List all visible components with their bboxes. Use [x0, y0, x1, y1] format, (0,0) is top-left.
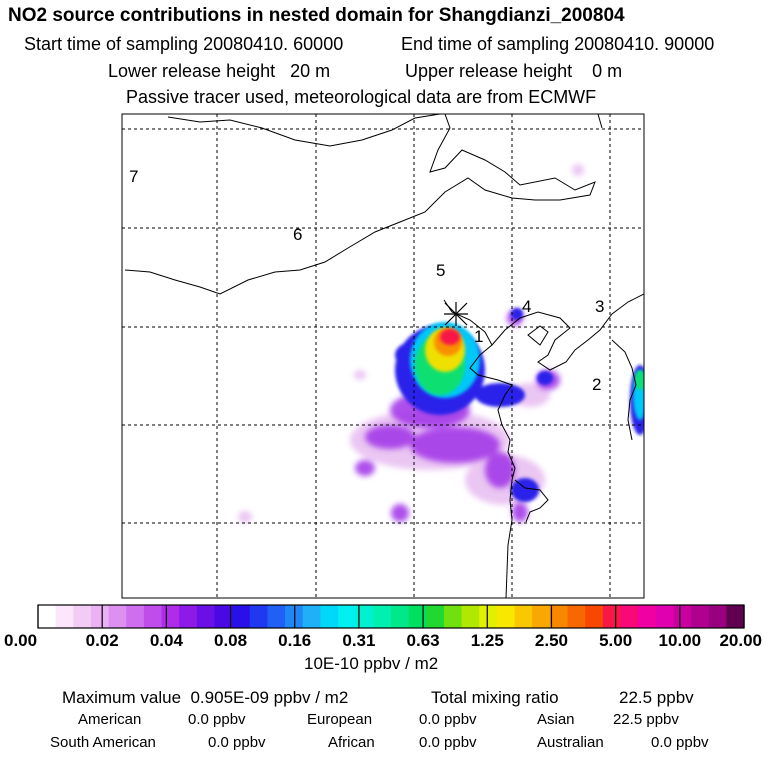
colorbar-cell [567, 605, 586, 628]
region-label-7: 7 [129, 167, 138, 186]
colorbar-cell [496, 605, 516, 628]
region-label-4: 4 [522, 297, 531, 316]
colorbar-cell [391, 605, 410, 628]
european-label: European [307, 711, 373, 728]
asian-label: Asian [537, 711, 575, 728]
colorbar-cell [143, 605, 163, 628]
colorbar-cell [638, 605, 657, 628]
colorbar-cell [549, 605, 569, 628]
region-label-5: 5 [436, 261, 445, 280]
lower-release-height-label: Lower release height 20 m [108, 61, 331, 81]
colorbar-tick-label: 0.04 [150, 631, 184, 650]
colorbar-cell [196, 605, 216, 628]
colorbar-tick-label: 0.02 [86, 631, 119, 650]
colorbar-cell [232, 605, 251, 628]
south-american-label: South American [50, 734, 156, 751]
african-value: 0.0 ppbv [419, 734, 477, 751]
colorbar-cell [532, 605, 551, 628]
colorbar-tick-label: 0.08 [214, 631, 247, 650]
start-time-label: Start time of sampling 20080410. 60000 [24, 34, 344, 54]
maximum-value-label: Maximum value 0.905E-09 ppbv / m2 [62, 688, 349, 707]
end-time-label: End time of sampling 20080410. 90000 [401, 34, 715, 54]
colorbar-cell [461, 605, 480, 628]
colorbar-cell [267, 605, 286, 628]
colorbar-cell [161, 605, 180, 628]
colorbar-cell [479, 605, 498, 628]
colorbar-cell [55, 605, 74, 628]
upper-release-height-label: Upper release height 0 m [405, 61, 623, 81]
region-label-1: 1 [474, 327, 483, 346]
colorbar-unit-label: 10E-10 ppbv / m2 [304, 654, 439, 673]
region-label-6: 6 [293, 225, 302, 244]
colorbar-cell [249, 605, 269, 628]
colorbar-tick-label: 0.31 [342, 631, 375, 650]
african-label: African [328, 734, 375, 751]
colorbar-tick-label: 20.00 [719, 631, 762, 650]
colorbar-tick-label: 2.50 [535, 631, 568, 650]
map-frame [121, 113, 645, 599]
south-american-value: 0.0 ppbv [208, 734, 266, 751]
colorbar-cell [726, 605, 745, 628]
region-label-2: 2 [592, 375, 601, 394]
colorbar-cell [408, 605, 427, 628]
receptor-marker [444, 302, 468, 326]
map-grid [122, 114, 644, 598]
colorbar-cell [355, 605, 374, 628]
colorbar-cell [602, 605, 622, 628]
colorbar-tick-label: 0.63 [407, 631, 440, 650]
american-value: 0.0 ppbv [188, 711, 246, 728]
colorbar-cell [38, 605, 57, 628]
colorbar-cell [73, 605, 92, 628]
chart-title: NO2 source contributions in nested domai… [8, 5, 625, 26]
colorbar-cell [126, 605, 145, 628]
colorbar-cell [708, 605, 727, 628]
colorbar-cell [585, 605, 604, 628]
colorbar-cell [443, 605, 463, 628]
asian-value: 22.5 ppbv [613, 711, 679, 728]
plume-red [440, 329, 460, 345]
colorbar-cell [90, 605, 110, 628]
colorbar-cell [108, 605, 127, 628]
australian-label: Australian [537, 734, 604, 751]
colorbar-cell [179, 605, 198, 628]
colorbar-tick-label: 1.25 [471, 631, 504, 650]
colorbar-cell [691, 605, 710, 628]
total-mixing-ratio-value: 22.5 ppbv [619, 688, 694, 707]
colorbar-tick-label: 0.16 [278, 631, 311, 650]
region-label-3: 3 [595, 297, 604, 316]
colorbar-cell [302, 605, 321, 628]
colorbar-cell [514, 605, 533, 628]
colorbar-cell [338, 605, 357, 628]
colorbar-cell [320, 605, 339, 628]
american-label: American [78, 711, 142, 728]
total-mixing-ratio-label: Total mixing ratio [431, 688, 559, 707]
map-boundaries [124, 114, 644, 598]
tracer-info-label: Passive tracer used, meteorological data… [126, 87, 597, 107]
colorbar-cell [426, 605, 445, 628]
colorbar-tick-label: 10.00 [659, 631, 702, 650]
colorbar-cell [673, 605, 692, 628]
colorbar-cell [373, 605, 392, 628]
colorbar-cell [655, 605, 674, 628]
colorbar-cell [214, 605, 233, 628]
colorbar-cell [620, 605, 639, 628]
european-value: 0.0 ppbv [419, 711, 477, 728]
australian-value: 0.0 ppbv [651, 734, 709, 751]
colorbar-tick-label: 0.00 [4, 631, 37, 650]
colorbar-tick-label: 5.00 [599, 631, 632, 650]
